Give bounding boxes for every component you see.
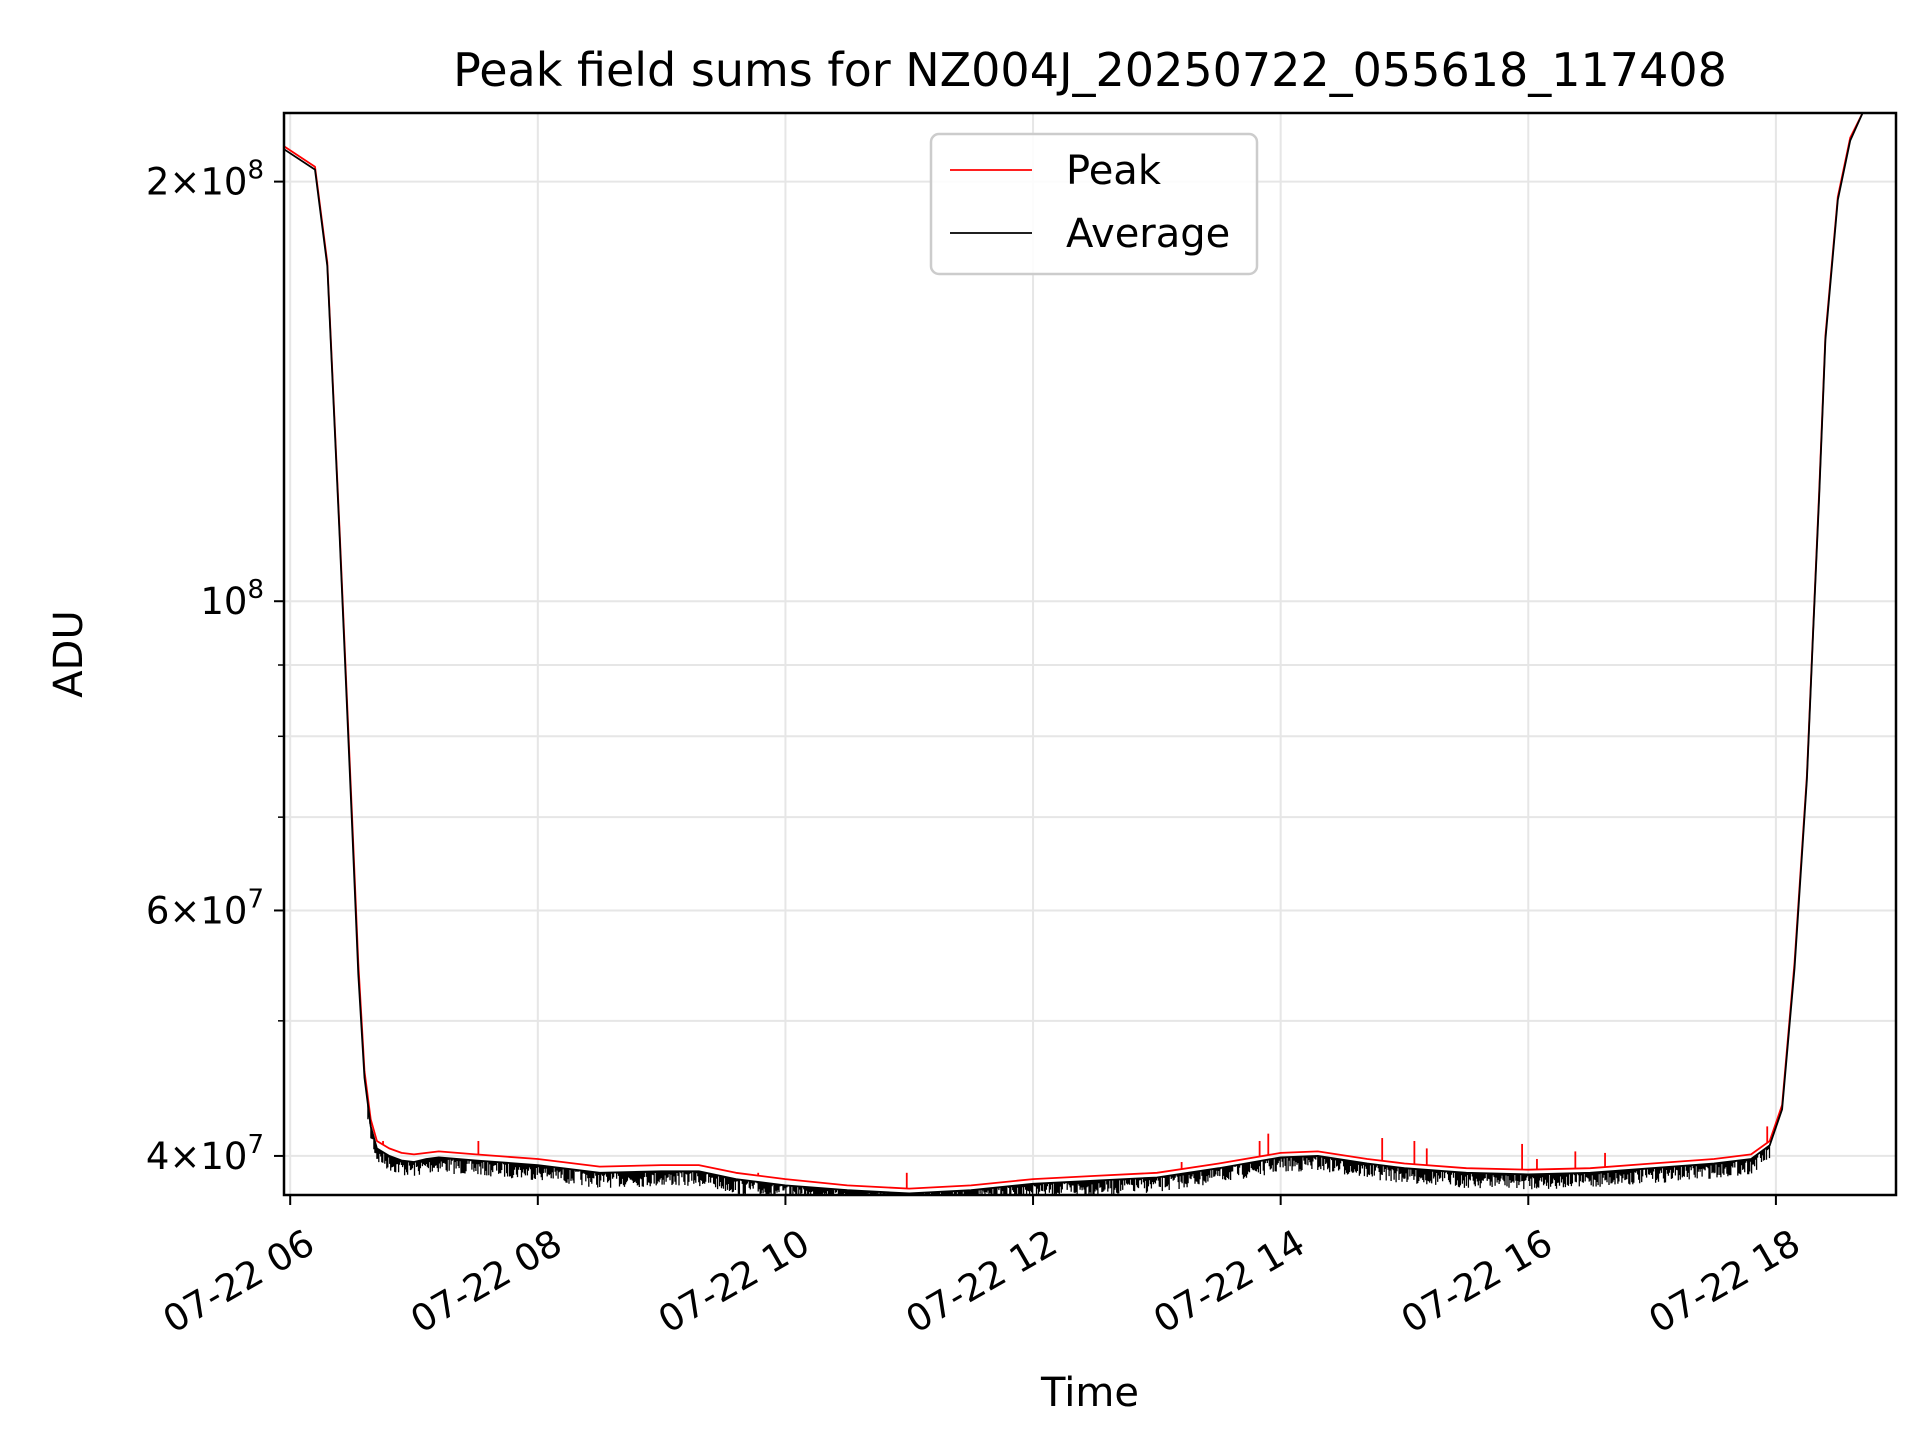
x-axis-label: Time — [1040, 1370, 1139, 1416]
y-tick-label: 6×107 — [146, 884, 264, 932]
axes-frame — [282, 111, 1898, 1197]
chart-title: Peak field sums for NZ004J_20250722_0556… — [453, 43, 1727, 97]
series-group — [284, 113, 1896, 1195]
legend: Peak Average — [929, 132, 1259, 276]
grid — [284, 113, 1896, 1195]
average-noise — [367, 1105, 1771, 1195]
y-axis-label: ADU — [46, 610, 92, 697]
legend-label-peak: Peak — [1066, 148, 1162, 194]
y-tick-label: 4×107 — [146, 1130, 264, 1178]
y-tick-label: 2×108 — [146, 156, 264, 204]
x-tick-label: 07-22 16 — [1394, 1221, 1560, 1341]
y-tick-label: 108 — [200, 575, 264, 623]
x-tick-label: 07-22 18 — [1642, 1221, 1808, 1341]
legend-box — [929, 132, 1259, 276]
legend-label-average: Average — [1066, 211, 1230, 257]
x-tick-label: 07-22 08 — [404, 1221, 570, 1341]
x-tick-label: 07-22 12 — [899, 1221, 1065, 1341]
x-tick-label: 07-22 14 — [1146, 1221, 1312, 1341]
x-tick-label: 07-22 06 — [156, 1221, 322, 1341]
x-tick-label: 07-22 10 — [651, 1221, 817, 1341]
